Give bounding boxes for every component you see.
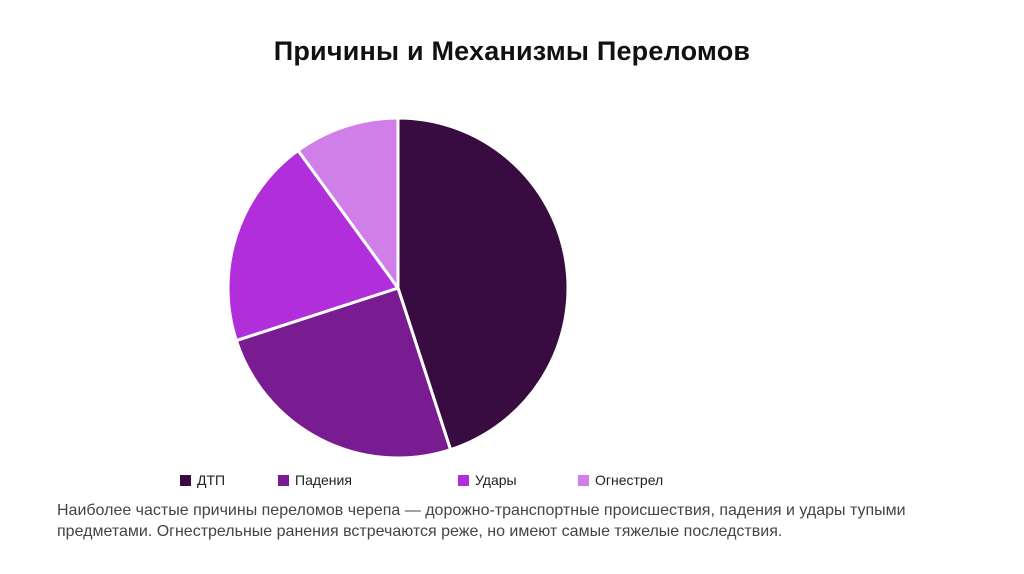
legend-item: Удары	[458, 472, 578, 488]
slide-caption: Наиболее частые причины переломов черепа…	[57, 502, 906, 540]
legend-swatch	[578, 474, 589, 486]
pie-slice-2	[234, 286, 453, 460]
pie-slice-3	[226, 148, 400, 343]
pie-slice-1	[396, 116, 570, 452]
chart-legend: ДТП Падения Удары Огнестрел	[180, 470, 688, 490]
legend-swatch	[278, 474, 289, 486]
legend-item: Огнестрел	[578, 472, 688, 488]
chart-title: Причины и Механизмы Переломов	[273, 36, 751, 66]
legend-label: Удары	[475, 472, 517, 488]
legend-swatch	[458, 474, 469, 486]
legend-item: ДТП	[180, 472, 278, 488]
legend-label: ДТП	[197, 472, 226, 488]
legend-label: Падения	[295, 472, 352, 488]
pie-slice-4	[296, 116, 400, 290]
legend-item: Падения	[278, 472, 458, 488]
legend-swatch	[180, 474, 191, 486]
legend-label: Огнестрел	[595, 472, 664, 488]
